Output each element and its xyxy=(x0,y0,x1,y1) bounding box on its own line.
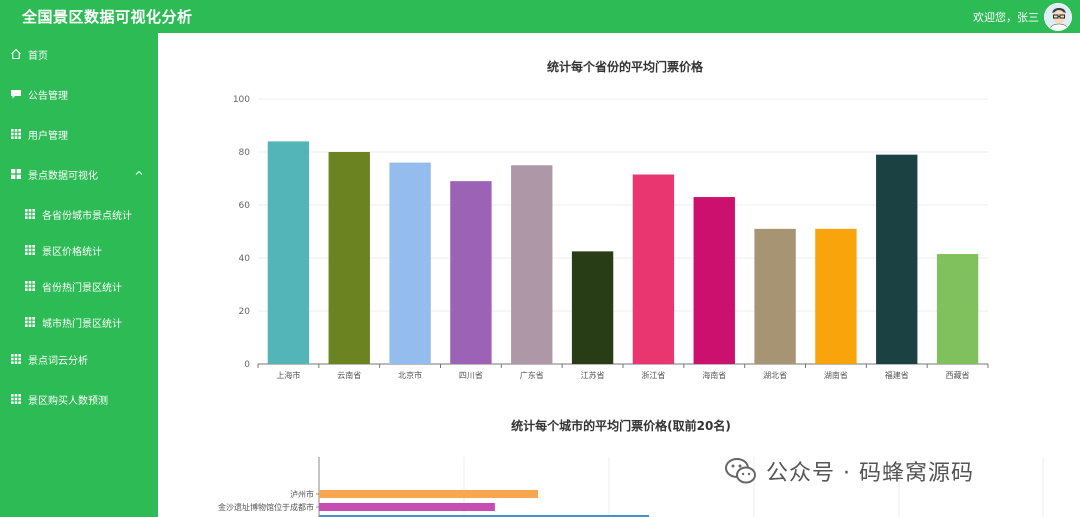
sidebar-item-province-hot[interactable]: 省份热门景区统计 xyxy=(0,271,158,301)
chevron-up-icon[interactable] xyxy=(134,168,144,181)
y-tick-label: 100 xyxy=(233,95,250,105)
sidebar-item-province-city-stats[interactable]: 各省份城市景点统计 xyxy=(0,199,158,229)
bar[interactable] xyxy=(936,254,979,364)
sidebar-item-label: 城市热门景区统计 xyxy=(42,318,122,330)
grid-icon xyxy=(10,128,22,140)
sidebar-item-city-hot[interactable]: 城市热门景区统计 xyxy=(0,307,158,337)
wechat-icon xyxy=(725,458,756,484)
bar[interactable] xyxy=(754,228,796,364)
sidebar-item-label: 省份热门景区统计 xyxy=(42,282,122,294)
bar[interactable] xyxy=(319,490,539,498)
bar[interactable] xyxy=(571,251,614,364)
top-header: 全国景区数据可视化分析 欢迎您，张三 xyxy=(0,0,1080,33)
y-tick-label: 80 xyxy=(239,148,251,158)
user-area: 欢迎您，张三 xyxy=(973,0,1080,33)
grid-icon xyxy=(24,244,36,256)
y-tick-label: 金沙遗址博物馆位于成都市 xyxy=(218,502,314,512)
bar[interactable] xyxy=(632,174,675,364)
sidebar-item-label: 用户管理 xyxy=(28,130,68,142)
dashboard-icon xyxy=(10,168,22,180)
sidebar-item-home[interactable]: 首页 xyxy=(0,39,158,69)
sidebar-item-price-stats[interactable]: 景区价格统计 xyxy=(0,235,158,265)
grid-icon xyxy=(24,208,36,220)
x-tick-label: 湖南省 xyxy=(824,370,848,380)
sidebar-item-visualization[interactable]: 景点数据可视化 xyxy=(0,159,158,189)
sidebar-item-label: 景区价格统计 xyxy=(42,246,102,258)
sidebar-item-label: 各省份城市景点统计 xyxy=(42,210,132,222)
x-tick-label: 浙江省 xyxy=(641,370,665,380)
sidebar-item-announcements[interactable]: 公告管理 xyxy=(0,79,158,109)
bar[interactable] xyxy=(876,154,918,364)
bar[interactable] xyxy=(693,197,735,364)
province-price-chart: 0 20 40 60 80 100 上海市 云南省 北京市 四川省 广东省 江苏省 浙江省 海南省 湖北省 湖… xyxy=(233,95,989,380)
sidebar-item-wordcloud[interactable]: 景点词云分析 xyxy=(0,344,158,374)
x-tick-label: 福建省 xyxy=(885,370,909,380)
x-tick-label: 云南省 xyxy=(337,370,361,380)
sidebar-item-label: 公告管理 xyxy=(28,90,68,102)
bar[interactable] xyxy=(328,152,370,364)
y-tick-label: 40 xyxy=(239,254,251,264)
grid-icon xyxy=(10,393,22,405)
sidebar-item-label: 首页 xyxy=(28,50,48,62)
x-tick-label: 四川省 xyxy=(459,370,483,380)
main-content: 统计每个省份的平均门票价格 0 20 40 60 80 100 上海市 云南省 北京市 四川省 广东… xyxy=(158,33,1080,517)
bar[interactable] xyxy=(815,228,857,364)
app-title: 全国景区数据可视化分析 xyxy=(22,8,193,26)
bar[interactable] xyxy=(389,162,431,364)
home-icon xyxy=(10,48,22,60)
province-chart-title: 统计每个省份的平均门票价格 xyxy=(546,60,703,74)
city-chart-title: 统计每个城市的平均门票价格(取前20名) xyxy=(511,419,731,433)
bar[interactable] xyxy=(450,181,492,364)
y-tick-label: 60 xyxy=(239,201,251,211)
grid-icon xyxy=(10,353,22,365)
x-tick-label: 北京市 xyxy=(398,370,422,380)
bar[interactable] xyxy=(319,515,649,517)
grid-icon xyxy=(24,316,36,328)
bar[interactable] xyxy=(511,165,553,364)
x-tick-label: 江苏省 xyxy=(581,370,605,380)
sidebar-item-users[interactable]: 用户管理 xyxy=(0,119,158,149)
avatar-icon xyxy=(1045,3,1071,30)
x-tick-label: 广东省 xyxy=(520,370,544,380)
grid-icon xyxy=(24,280,36,292)
bar[interactable] xyxy=(267,141,310,364)
message-icon xyxy=(10,88,22,100)
sidebar-item-label: 景区购买人数预测 xyxy=(28,395,108,407)
x-tick-label: 西藏省 xyxy=(946,370,970,380)
y-tick-label: 20 xyxy=(239,307,251,317)
x-tick-label: 海南省 xyxy=(702,370,726,380)
watermark: 公众号 · 码蜂窝源码 xyxy=(724,455,974,487)
watermark-text: 公众号 · 码蜂窝源码 xyxy=(766,461,974,486)
x-tick-label: 上海市 xyxy=(276,370,300,380)
sidebar-item-prediction[interactable]: 景区购买人数预测 xyxy=(0,384,158,414)
sidebar-item-label: 景点词云分析 xyxy=(28,355,88,367)
sidebar: 首页 公告管理 用户管理 景点数据可视化 各省份城市景点统计 景区价格统计 xyxy=(0,33,158,517)
welcome-text: 欢迎您，张三 xyxy=(973,10,1039,24)
y-tick-label: 0 xyxy=(244,360,250,370)
y-tick-label: 泸州市 xyxy=(290,489,314,499)
sidebar-item-label: 景点数据可视化 xyxy=(28,170,98,182)
bar[interactable] xyxy=(319,503,495,511)
avatar[interactable] xyxy=(1044,2,1072,31)
x-tick-label: 湖北省 xyxy=(763,370,787,380)
